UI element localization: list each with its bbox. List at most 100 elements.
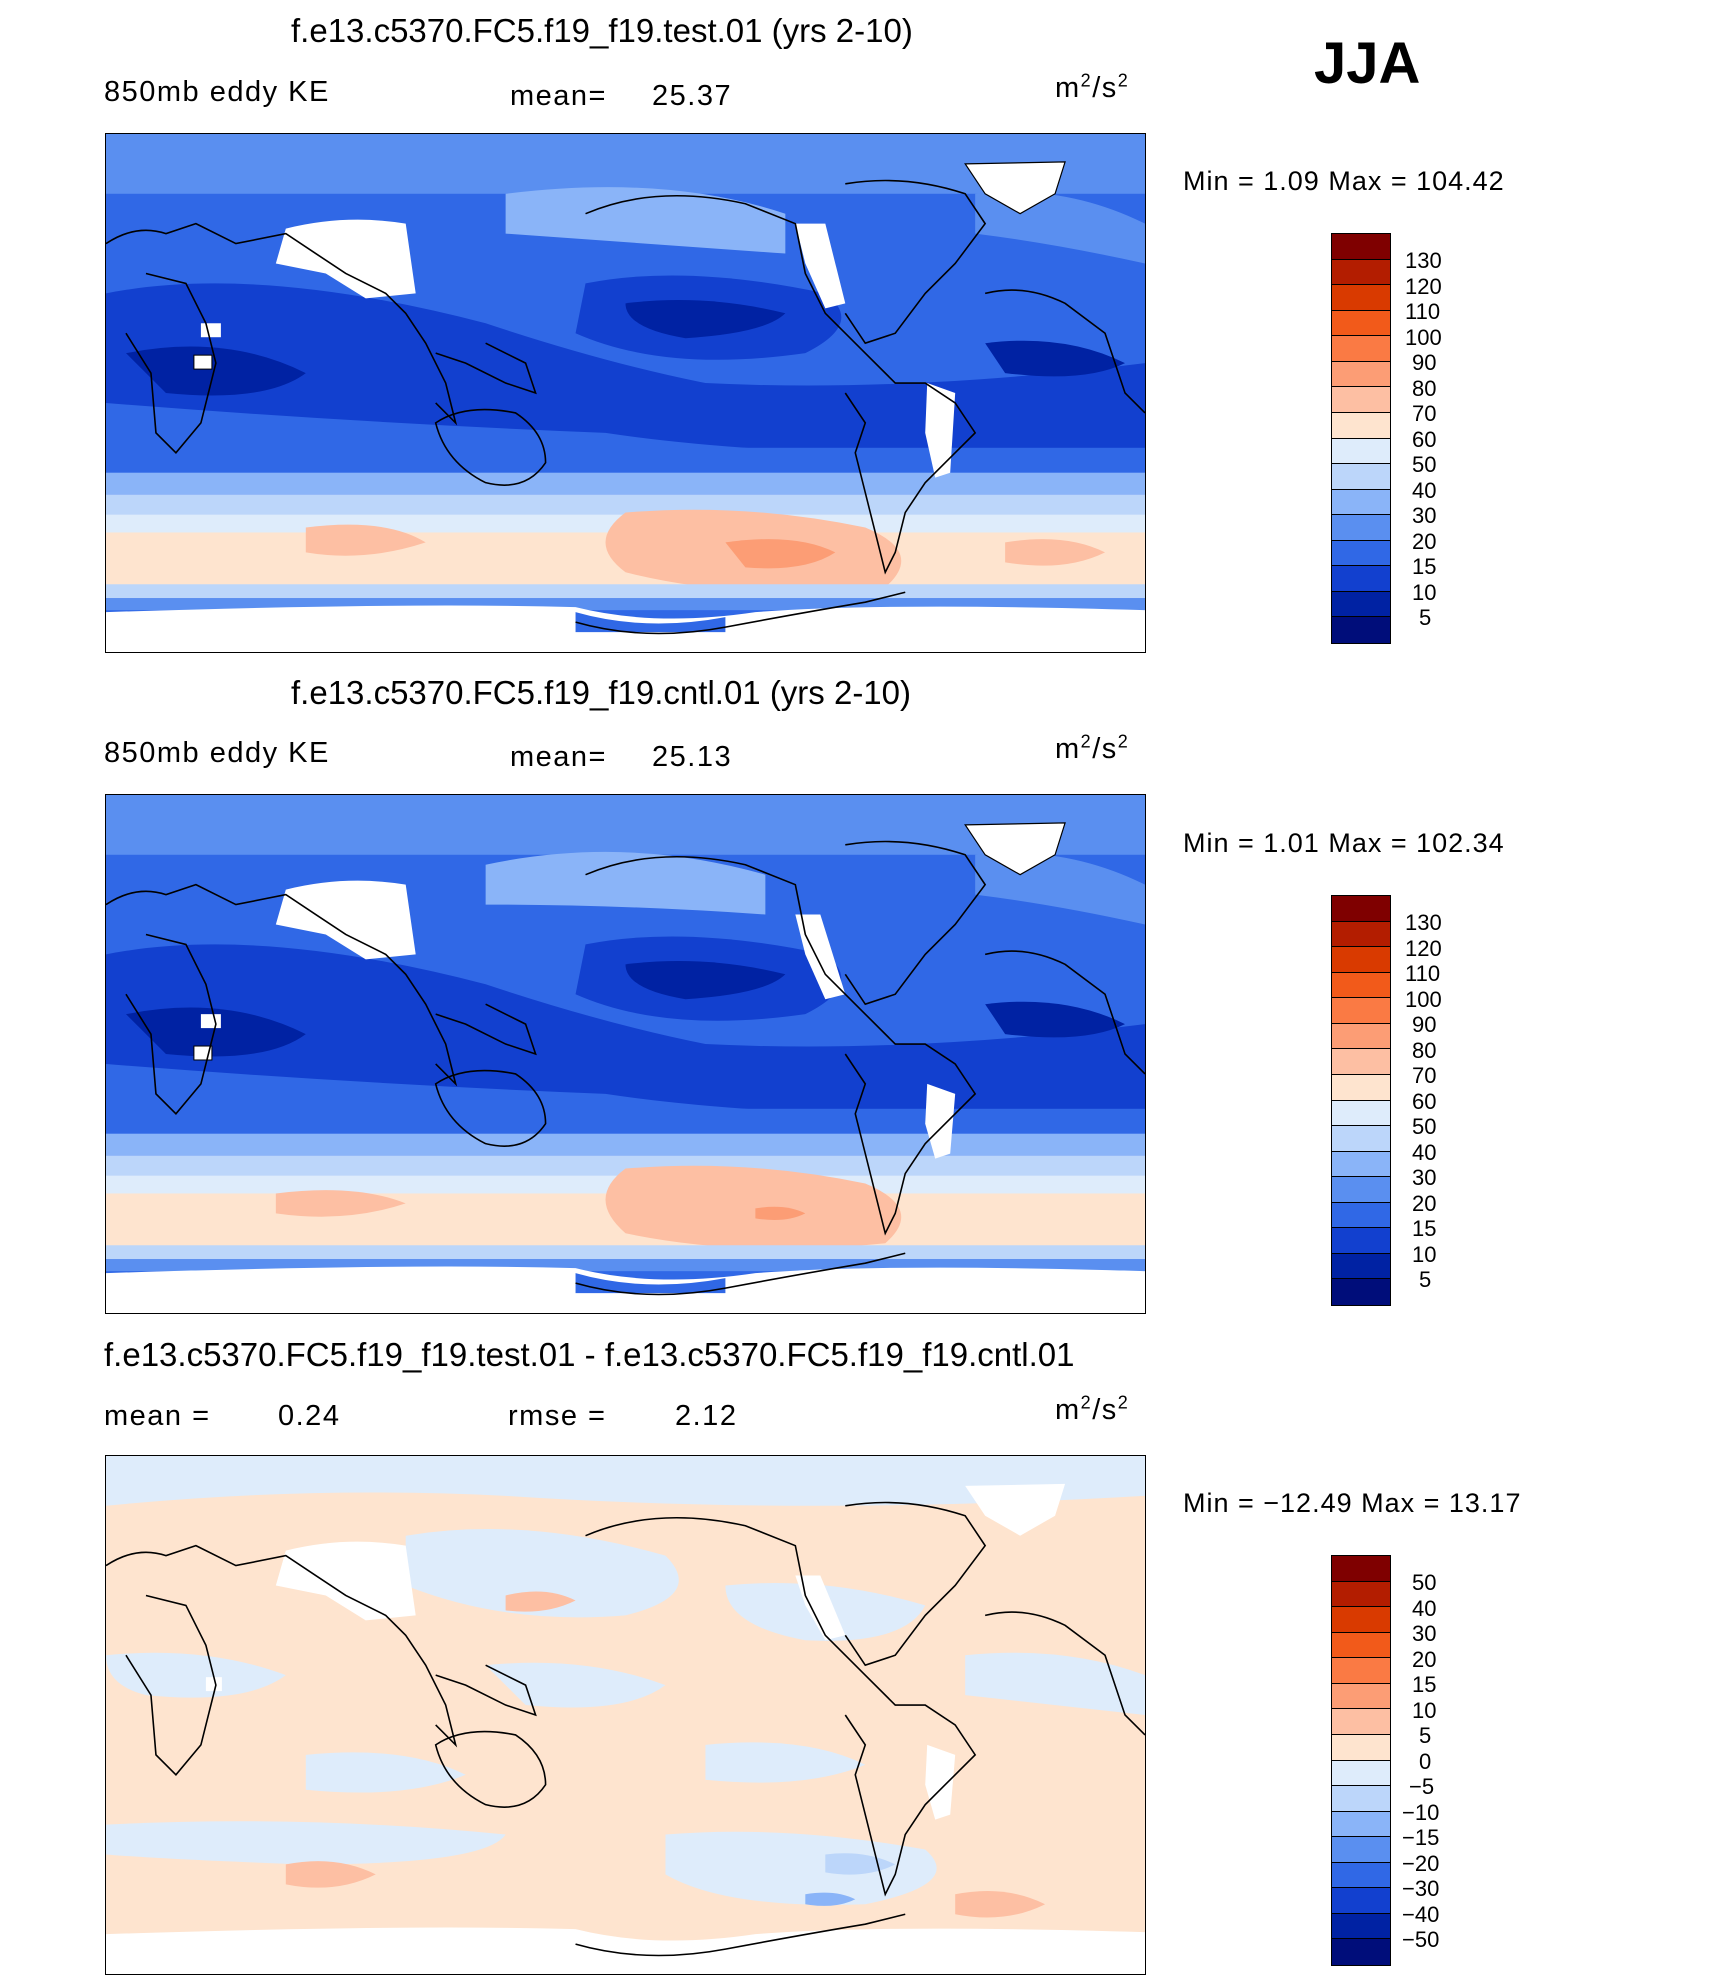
colorbar-test-tick: 70 — [1412, 401, 1437, 426]
colorbar-test-tick: 5 — [1419, 605, 1432, 630]
colorbar-diff-swatch — [1332, 1658, 1390, 1684]
colorbar-diff-swatch — [1332, 1837, 1390, 1863]
colorbar-diff-swatch — [1332, 1632, 1390, 1659]
colorbar-cntl-tick: 70 — [1412, 1063, 1437, 1088]
colorbar-test-tick: 60 — [1412, 427, 1437, 452]
colorbar-test-swatch — [1332, 285, 1390, 311]
colorbar-test — [1331, 233, 1391, 644]
colorbar-cntl-tick: 50 — [1412, 1114, 1437, 1139]
colorbar-diff-swatch — [1332, 1734, 1390, 1761]
panel-test-mean-value: 25.37 — [652, 80, 733, 112]
colorbar-diff-swatch — [1332, 1913, 1390, 1940]
colorbar-cntl-swatch — [1332, 921, 1390, 948]
colorbar-cntl — [1331, 895, 1391, 1306]
colorbar-cntl-tick: 60 — [1412, 1089, 1437, 1114]
colorbar-diff-tick: 20 — [1412, 1647, 1437, 1672]
panel-diff-title: f.e13.c5370.FC5.f19_f19.test.01 - f.e13.… — [104, 1336, 1075, 1373]
colorbar-test-swatch — [1332, 310, 1390, 337]
colorbar-cntl-tick: 100 — [1405, 987, 1442, 1012]
panel-diff-mean-value: 0.24 — [278, 1400, 341, 1432]
colorbar-diff-swatch — [1332, 1786, 1390, 1812]
panel-diff-units: m2/s2 — [1055, 1392, 1130, 1426]
colorbar-test-swatch — [1332, 489, 1390, 516]
colorbar-diff — [1331, 1555, 1391, 1966]
colorbar-test-tick: 80 — [1412, 376, 1437, 401]
colorbar-cntl-tick: 80 — [1412, 1038, 1437, 1063]
colorbar-cntl-swatch — [1332, 947, 1390, 973]
colorbar-cntl-swatch — [1332, 1279, 1390, 1305]
colorbar-cntl-tick: 110 — [1405, 961, 1441, 986]
colorbar-test-swatch — [1332, 336, 1390, 362]
colorbar-cntl-swatch — [1332, 1151, 1390, 1178]
colorbar-diff-swatch — [1332, 1607, 1390, 1633]
colorbar-test-swatch — [1332, 234, 1390, 260]
colorbar-cntl-tick: 90 — [1412, 1012, 1437, 1037]
colorbar-test-swatch — [1332, 617, 1390, 643]
colorbar-test-swatch — [1332, 566, 1390, 592]
colorbar-diff-tick: 5 — [1419, 1723, 1432, 1748]
colorbar-diff-tick: 40 — [1412, 1596, 1437, 1621]
colorbar-cntl-tick: 120 — [1405, 936, 1442, 961]
colorbar-diff-swatch — [1332, 1760, 1390, 1787]
colorbar-test-swatch — [1332, 412, 1390, 439]
colorbar-test-swatch — [1332, 515, 1390, 541]
panel-test-mean-label: mean= — [510, 80, 607, 112]
colorbar-diff-tick: 30 — [1412, 1621, 1437, 1646]
panel-cntl-mean-label: mean= — [510, 741, 607, 773]
colorbar-test-swatch — [1332, 591, 1390, 618]
panel-test-title: f.e13.c5370.FC5.f19_f19.test.01 (yrs 2-1… — [291, 12, 913, 49]
colorbar-diff-swatch — [1332, 1862, 1390, 1889]
panel-cntl-title: f.e13.c5370.FC5.f19_f19.cntl.01 (yrs 2-1… — [291, 674, 912, 711]
panel-diff-map — [105, 1455, 1146, 1975]
colorbar-test-swatch — [1332, 464, 1390, 490]
colorbar-diff-tick: 50 — [1412, 1570, 1437, 1595]
colorbar-test-swatch — [1332, 361, 1390, 388]
colorbar-test-swatch — [1332, 259, 1390, 286]
season-label: JJA — [1314, 31, 1421, 96]
colorbar-diff-swatch — [1332, 1709, 1390, 1735]
colorbar-test-tick: 10 — [1412, 580, 1437, 605]
colorbar-test-swatch — [1332, 540, 1390, 567]
colorbar-diff-tick: −5 — [1409, 1774, 1435, 1799]
colorbar-diff-swatch — [1332, 1939, 1390, 1965]
colorbar-diff-swatch — [1332, 1888, 1390, 1914]
colorbar-test-tick: 40 — [1412, 478, 1437, 503]
colorbar-cntl-tick: 130 — [1405, 910, 1442, 935]
colorbar-diff-tick: −15 — [1402, 1825, 1440, 1850]
colorbar-test-swatch — [1332, 387, 1390, 413]
colorbar-diff-tick: 10 — [1412, 1698, 1437, 1723]
panel-diff-minmax: Min = −12.49 Max = 13.17 — [1183, 1488, 1522, 1518]
panel-test-units: m2/s2 — [1055, 70, 1130, 104]
colorbar-cntl-tick: 15 — [1412, 1216, 1437, 1241]
panel-test-variable: 850mb eddy KE — [104, 76, 330, 108]
colorbar-test-tick: 130 — [1405, 248, 1442, 273]
colorbar-cntl-swatch — [1332, 972, 1390, 999]
colorbar-cntl-tick: 10 — [1412, 1242, 1437, 1267]
colorbar-diff-tick: −30 — [1402, 1876, 1440, 1901]
colorbar-test-tick: 20 — [1412, 529, 1437, 554]
colorbar-diff-swatch — [1332, 1683, 1390, 1710]
colorbar-test-tick: 30 — [1412, 503, 1437, 528]
panel-cntl-variable: 850mb eddy KE — [104, 737, 330, 769]
colorbar-test-tick: 110 — [1405, 299, 1441, 324]
colorbar-cntl-tick: 20 — [1412, 1191, 1437, 1216]
colorbar-diff-tick: −50 — [1402, 1927, 1440, 1952]
colorbar-cntl-swatch — [1332, 1074, 1390, 1101]
colorbar-diff-tick: 15 — [1412, 1672, 1437, 1697]
panel-test-minmax: Min = 1.09 Max = 104.42 — [1183, 166, 1505, 196]
panel-cntl-mean-value: 25.13 — [652, 741, 733, 773]
colorbar-cntl-tick: 30 — [1412, 1165, 1437, 1190]
panel-test-map — [105, 133, 1146, 653]
colorbar-diff-swatch — [1332, 1811, 1390, 1838]
colorbar-cntl-swatch — [1332, 1202, 1390, 1229]
colorbar-test-tick: 100 — [1405, 325, 1442, 350]
colorbar-cntl-swatch — [1332, 1177, 1390, 1203]
colorbar-cntl-swatch — [1332, 1253, 1390, 1280]
colorbar-diff-tick: 0 — [1419, 1749, 1432, 1774]
panel-diff-rmse-value: 2.12 — [675, 1400, 738, 1432]
colorbar-test-tick: 50 — [1412, 452, 1437, 477]
colorbar-cntl-tick: 40 — [1412, 1140, 1437, 1165]
panel-cntl-units: m2/s2 — [1055, 731, 1130, 765]
colorbar-cntl-swatch — [1332, 998, 1390, 1024]
colorbar-diff-tick: −20 — [1402, 1851, 1440, 1876]
